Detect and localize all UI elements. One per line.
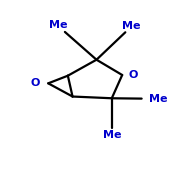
Text: Me: Me	[102, 130, 121, 140]
Text: Me: Me	[122, 21, 141, 31]
Text: O: O	[129, 70, 138, 80]
Text: Me: Me	[49, 20, 67, 30]
Text: Me: Me	[149, 94, 168, 104]
Text: O: O	[31, 78, 40, 88]
